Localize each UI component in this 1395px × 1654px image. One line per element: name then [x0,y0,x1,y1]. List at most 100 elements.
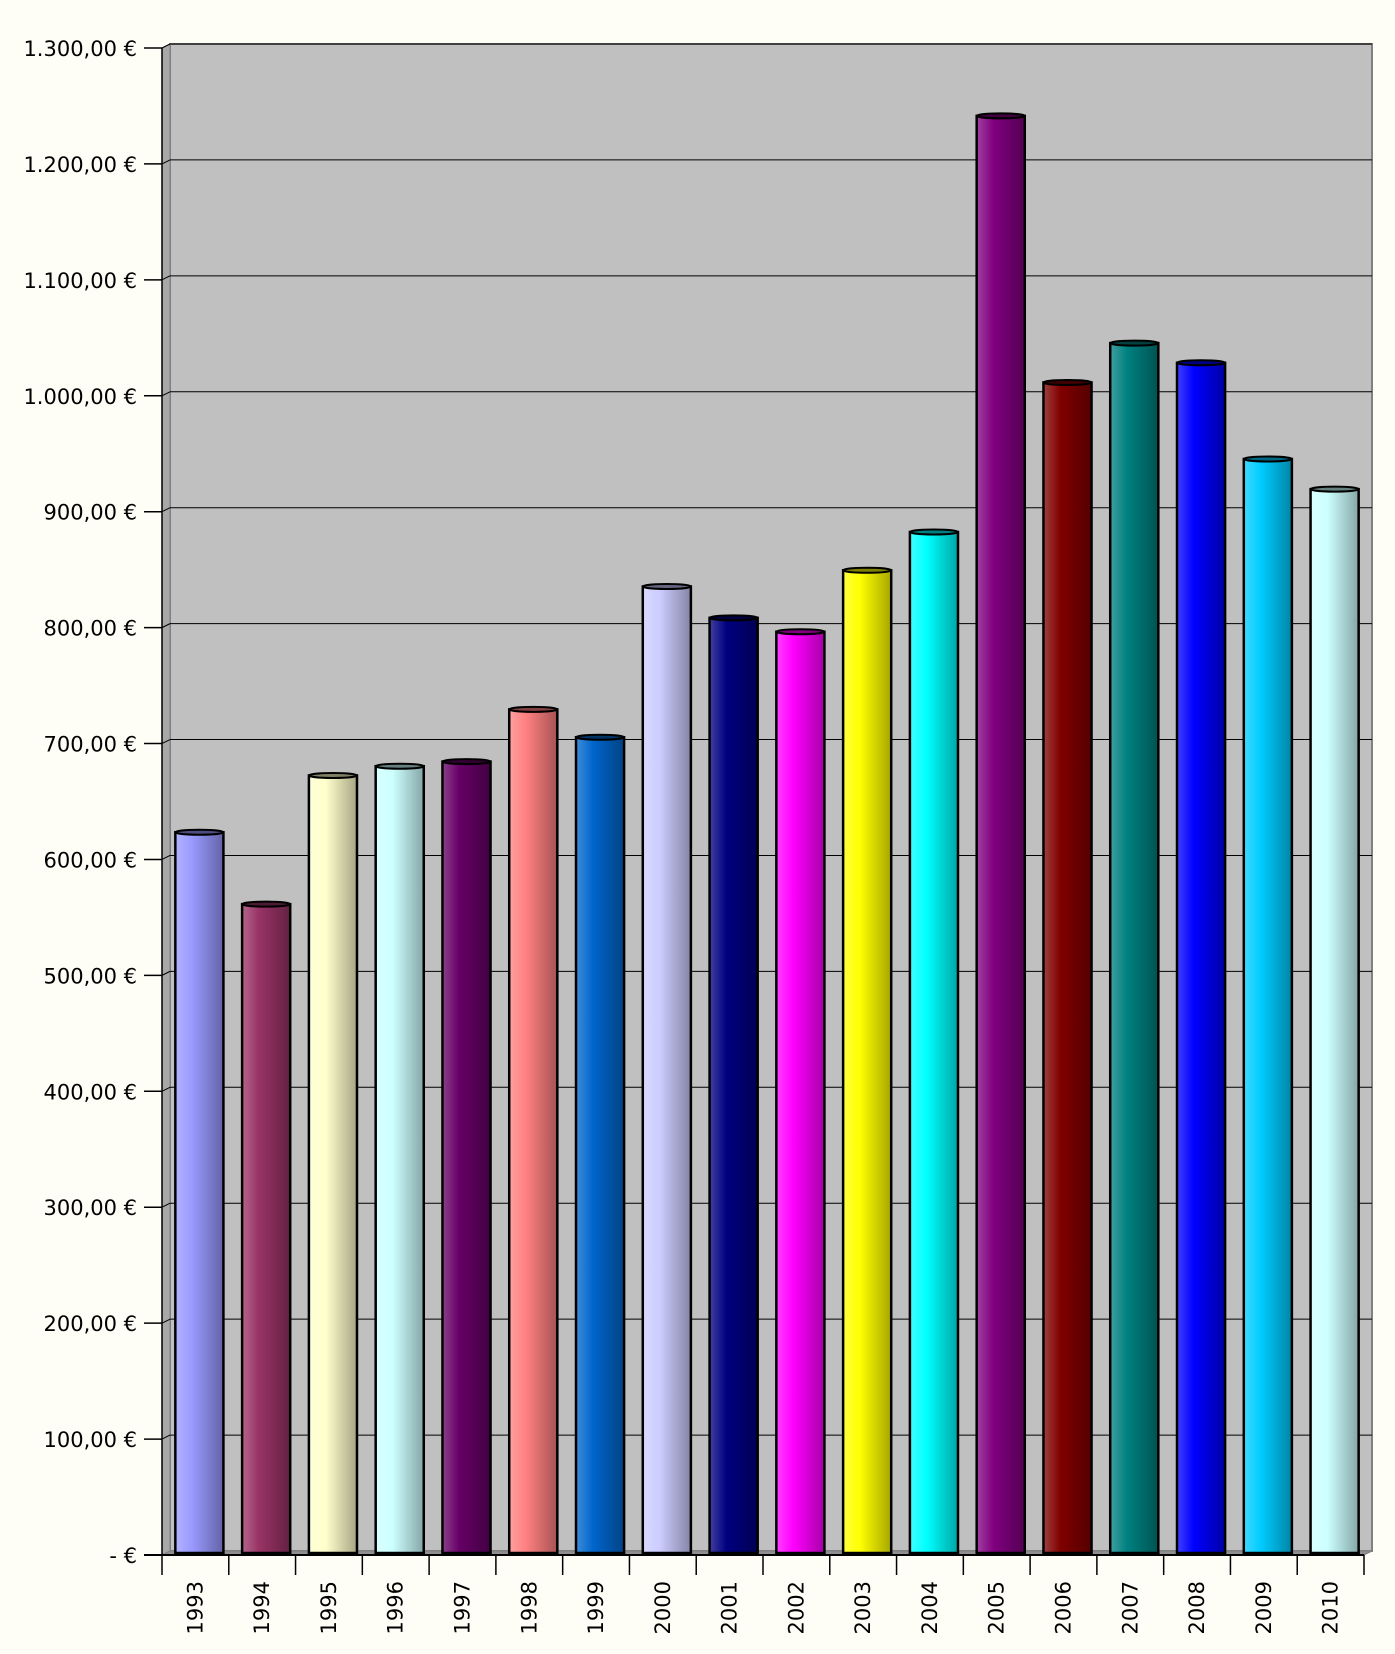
bar-2002 [775,628,826,1555]
x-tick-label: 2004 [918,1581,942,1634]
bar-top [1109,339,1160,347]
bar-top [174,828,225,836]
bar-2010 [1309,485,1360,1555]
y-tick-label: 600,00 € [43,848,137,872]
bar-top [1309,485,1360,493]
bar-top [1042,378,1093,386]
gridline-side [161,623,171,629]
bar-2009 [1242,455,1294,1555]
bar-body [574,735,626,1555]
bar-body [841,569,893,1555]
bar-1996 [374,762,426,1555]
x-tick-label: 1994 [250,1581,274,1634]
y-tick-label: 200,00 € [43,1312,137,1336]
y-tick-label: 300,00 € [43,1196,137,1220]
x-tick-label: 2010 [1319,1581,1343,1634]
x-tick-label: 2007 [1118,1581,1142,1634]
y-tick-label: 800,00 € [43,617,137,641]
bar-2006 [1042,378,1093,1555]
y-tick-label: 1.000,00 € [23,385,137,409]
bar-top [775,628,826,636]
bar-top [508,705,559,713]
bar-2000 [641,583,693,1555]
gridline-side [161,739,171,744]
x-tick-label: 2005 [985,1581,1009,1634]
plot-side-wall [161,43,171,1556]
bar-body [307,774,359,1555]
y-axis: - € 100,00 € 200,00 € 300,00 € 400,00 € 500,0… [23,37,163,1568]
bar-body [174,831,225,1555]
bar-2004 [908,528,960,1555]
x-axis: 1993 1994 1995 1996 1997 1998 1999 2000 2001 2002… [144,1554,1365,1634]
bar-body [1242,457,1294,1555]
gridline-side [161,159,171,165]
y-tick-label: 400,00 € [43,1080,137,1104]
gridline-side [161,1434,171,1440]
y-tick-label: 100,00 € [43,1428,137,1452]
bars [174,112,1360,1555]
bar-top [241,900,292,908]
x-tick-label: 1993 [183,1581,207,1634]
bar-top [975,112,1026,120]
bar-2008 [1175,359,1227,1555]
bar-top [307,771,358,779]
x-tick-label: 2001 [718,1581,742,1634]
bar-body [708,616,759,1555]
bar-1995 [307,771,359,1555]
y-tick-label: - € [109,1544,137,1568]
bar-2007 [1108,339,1160,1555]
x-tick-label: 1995 [317,1581,341,1634]
bar-body [240,902,292,1555]
x-tick-label: 1998 [517,1581,541,1634]
gridline-side [161,391,171,397]
y-tick-label: 1.200,00 € [23,153,137,177]
bar-top [1176,359,1227,367]
bar-2003 [841,566,893,1555]
x-tick-label: 2002 [784,1581,808,1634]
bar-body [1175,361,1227,1555]
bar-top [842,566,893,574]
gridline-side [161,970,171,976]
bar-body [975,114,1027,1555]
gridline-side [161,507,171,513]
bar-body [641,585,693,1555]
x-tick-label: 2009 [1252,1581,1276,1634]
x-tick-label: 1999 [584,1581,608,1634]
gridlines [161,43,1372,1440]
bar-1997 [441,758,492,1555]
y-tick-label: 1.100,00 € [23,269,137,293]
bar-body [775,630,826,1555]
bar-2005 [975,112,1027,1555]
bar-top [1242,455,1293,463]
plot-background [169,43,1373,1552]
bar-top [641,583,692,591]
gridline-side [161,1318,171,1324]
bar-body [1042,381,1093,1555]
gridline-side [161,275,171,281]
x-tick-label: 2003 [851,1581,875,1634]
gridline-side [161,43,171,49]
bar-body [441,760,492,1555]
bar-top [908,528,959,536]
bar-top [575,733,626,741]
bar-top [708,614,759,622]
x-tick-label: 2000 [651,1581,675,1634]
x-tick-label: 1996 [384,1581,408,1634]
bar-body [374,764,426,1555]
x-tick-label: 1997 [451,1581,475,1634]
bar-1998 [507,705,559,1555]
bar-1994 [240,900,292,1555]
x-tick-label: 2006 [1052,1581,1076,1634]
y-tick-label: 500,00 € [43,964,137,988]
bar-body [908,530,960,1555]
bar-body [507,708,559,1555]
x-tick-label: 2008 [1185,1581,1209,1634]
gridline-side [161,1086,171,1092]
bar-top [441,758,492,766]
gridline-side [161,855,171,860]
y-tick-label: 700,00 € [43,733,137,757]
bar-1993 [174,828,225,1555]
gridline-side [161,1202,171,1208]
